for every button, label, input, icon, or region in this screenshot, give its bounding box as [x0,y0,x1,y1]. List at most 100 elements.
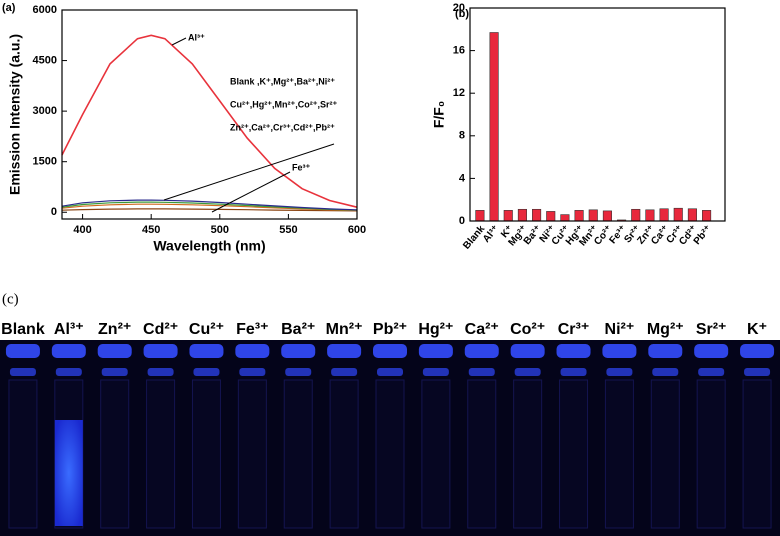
x-tick-label: 500 [211,224,229,236]
tube-cap [648,344,683,358]
tube-label: Pb²⁺ [373,321,407,338]
x-tick-label: 600 [348,224,366,236]
tube-label: Fe³⁺ [236,321,268,338]
annotation: Al³⁺ [188,32,205,42]
tube-cap [51,344,86,358]
panel-label: (a) [2,2,16,14]
bar [503,210,513,222]
glowing-solution [54,420,83,526]
y-tick-label: 12 [453,87,465,99]
bar [489,32,499,222]
tube-label: Co²⁺ [510,321,545,338]
bar [659,208,669,222]
tube-label: Zn²⁺ [98,321,131,338]
x-tick-label: 550 [279,224,297,236]
arrow [211,171,291,213]
bar [602,210,612,222]
series-line [61,34,358,208]
tube-ring [239,368,266,376]
tube-body [604,379,634,529]
y-axis-title: F/F₀ [431,101,447,128]
tube-label: Mg²⁺ [647,321,684,338]
tube-label: Mn²⁺ [326,321,363,338]
x-tick-label: 400 [73,224,91,236]
series-line [61,208,358,212]
bar [673,207,683,222]
bar [588,209,598,222]
bar [702,210,712,222]
tube-ring [331,368,358,376]
y-tick-label: 6000 [33,4,57,16]
bar [532,208,542,222]
bar [517,208,527,222]
tube-ring [147,368,174,376]
tube-cap [327,344,362,358]
series-line [61,203,358,212]
tube-cap [281,344,316,358]
tube-body [467,379,497,529]
tube-cap [510,344,545,358]
bar [687,208,697,222]
y-tick-label: 3000 [33,105,57,117]
bar [560,214,570,222]
plot-frame [61,9,358,220]
tube-body [146,379,176,529]
tube-ring [698,368,725,376]
tube-cap [189,344,224,358]
annotation: Blank ,K⁺,Mg²⁺,Ba²⁺,Ni²⁺ [230,76,335,86]
y-tick-label: 20 [453,2,465,14]
tube-cap [556,344,591,358]
series-line [61,199,358,211]
y-axis-title: Emission Intensity (a.u.) [7,34,23,195]
bar [645,209,655,222]
tube-ring [377,368,403,376]
x-tick-label: 450 [142,224,160,236]
tube-body [329,379,359,529]
bar [574,210,584,222]
bar [475,210,485,222]
tube-cap [418,344,453,358]
annotation: Cu²⁺,Hg²⁺,Mn²⁺,Co²⁺,Sr²⁺ [230,99,337,109]
tube-ring [560,368,587,376]
tube-cap [97,344,132,358]
x-tick-label: Al³⁺ [481,224,501,245]
tube-label: Blank [1,321,45,338]
arrow [163,143,335,201]
tube-cap [694,344,729,358]
tube-body [237,379,267,529]
tube-body [283,379,313,529]
y-tick-label: 16 [453,45,465,57]
tube-body [100,379,130,529]
tube-label: Ba²⁺ [281,321,315,338]
y-tick-label: 4 [459,172,466,184]
tube-cap [602,344,637,358]
tube-body [559,379,589,529]
annotation: Fe³⁺ [292,162,311,172]
tube-label: Cr³⁺ [558,321,590,338]
y-tick-label: 4500 [33,54,57,66]
tube-body [8,379,38,529]
tube-ring [744,368,771,376]
tube-body [742,379,772,529]
tube-label: Ni²⁺ [605,321,635,338]
y-tick-label: 0 [51,206,57,218]
tube-ring [468,368,495,376]
tube-label: Ca²⁺ [465,321,499,338]
tube-ring [422,368,449,376]
tube-ring [9,368,36,376]
tube-body [421,379,451,529]
tube-label: K⁺ [747,321,767,338]
plot-frame [469,7,726,222]
tube-label: Cd²⁺ [143,321,178,338]
bar [631,208,641,222]
series-line [61,201,358,211]
tube-ring [55,368,82,376]
tube-body [696,379,726,529]
tube-label: Al³⁺ [54,321,84,338]
tube-cap [5,344,40,358]
tube-body [375,379,405,529]
tube-ring [606,368,633,376]
tube-body [650,379,680,529]
tube-cap [373,344,407,358]
tube-body [191,379,221,529]
